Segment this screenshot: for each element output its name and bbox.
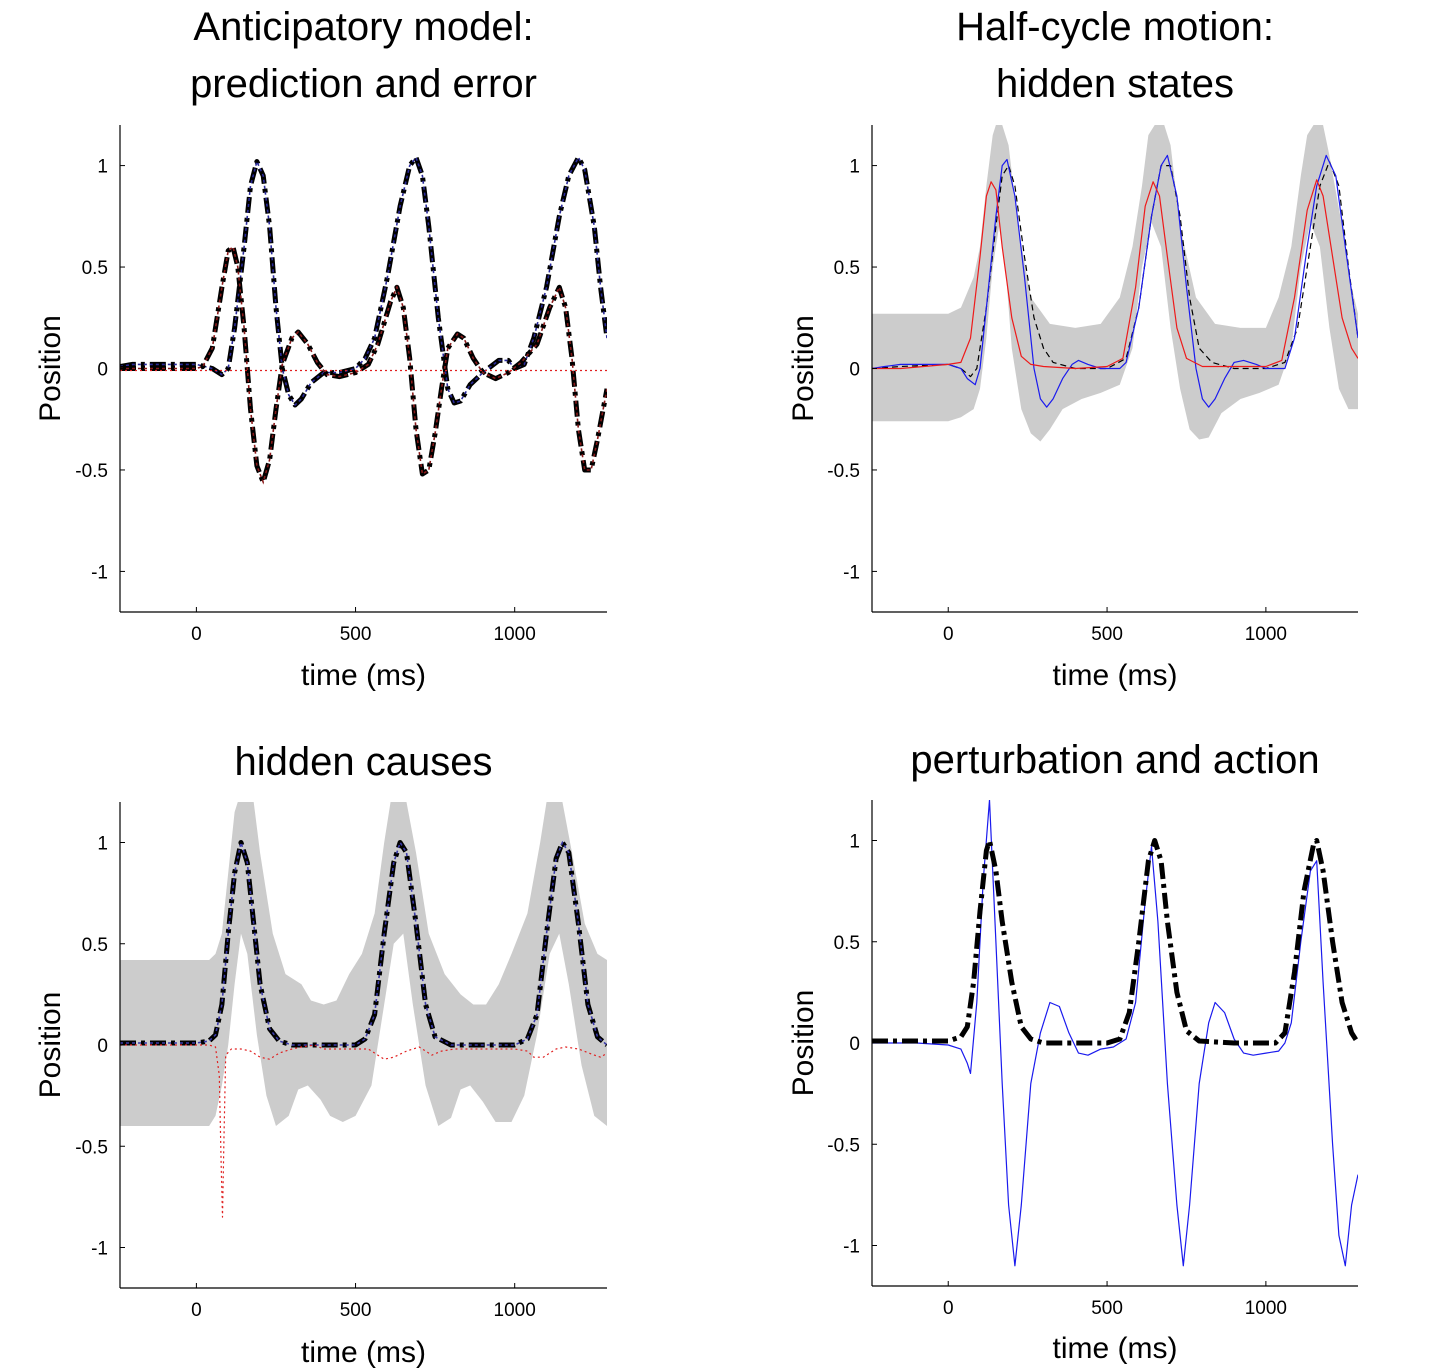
y-axis-label: Position xyxy=(787,990,820,1097)
chart-panel-3: hidden causes -1 -0.5 0 0.5 1 0 500 1000 time (ms… xyxy=(34,740,607,1369)
y-tick-label: 0 xyxy=(849,360,860,381)
y-axis-label: Position xyxy=(34,315,67,422)
y-axis-label: Position xyxy=(34,992,67,1099)
y-tick-label: -0.5 xyxy=(827,461,860,482)
x-tick-label: 0 xyxy=(943,1298,954,1319)
x-axis-label: time (ms) xyxy=(1053,659,1178,692)
y-tick-label: -0.5 xyxy=(75,461,108,482)
plot-area xyxy=(872,125,1358,442)
x-axis-label: time (ms) xyxy=(301,1336,426,1369)
plot-area xyxy=(120,802,607,1218)
y-tick-label: 1 xyxy=(97,834,108,855)
x-tick-label: 1000 xyxy=(494,624,536,645)
x-axis-label: time (ms) xyxy=(1053,1332,1178,1365)
y-tick-label: -0.5 xyxy=(75,1137,108,1158)
series-line-2 xyxy=(120,1044,607,1218)
x-tick-label: 500 xyxy=(1091,1298,1123,1319)
y-tick-label: 0.5 xyxy=(834,258,860,279)
y-tick-label: 1 xyxy=(849,157,860,178)
chart-panel-1: Anticipatory model: prediction and error -… xyxy=(34,5,607,692)
x-tick-label: 500 xyxy=(1091,624,1123,645)
confidence-band xyxy=(120,802,607,1126)
x-tick-label: 1000 xyxy=(1245,624,1287,645)
series-overlay-2 xyxy=(120,245,607,485)
series-line-2 xyxy=(120,244,607,485)
chart-title-line-1: perturbation and action xyxy=(910,738,1319,782)
y-tick-label: -1 xyxy=(91,1239,108,1260)
chart-title-line-2: prediction and error xyxy=(190,62,537,106)
chart-title-line-1: Half-cycle motion: xyxy=(956,5,1274,49)
y-tick-label: -1 xyxy=(91,562,108,583)
series-line-2 xyxy=(872,154,1358,408)
series-overlay-1 xyxy=(120,155,607,407)
y-tick-label: 0 xyxy=(97,360,108,381)
y-tick-label: 0.5 xyxy=(82,258,108,279)
y-tick-label: -1 xyxy=(843,562,860,583)
y-tick-label: 0.5 xyxy=(82,935,108,956)
x-tick-label: 500 xyxy=(340,624,372,645)
y-tick-label: 0 xyxy=(849,1034,860,1055)
y-tick-label: -0.5 xyxy=(827,1135,860,1156)
series-overlay-1 xyxy=(120,839,607,1046)
y-axis-label: Position xyxy=(787,315,820,422)
x-tick-label: 1000 xyxy=(494,1300,536,1321)
x-tick-label: 1000 xyxy=(1245,1298,1287,1319)
y-tick-label: 0.5 xyxy=(834,933,860,954)
series-line-3 xyxy=(872,179,1358,370)
chart-title-line-1: hidden causes xyxy=(235,740,493,784)
chart-panel-4: perturbation and action -1 -0.5 0 0.5 1 0 500 10… xyxy=(787,738,1358,1365)
x-tick-label: 0 xyxy=(191,624,202,645)
y-tick-label: -1 xyxy=(843,1237,860,1258)
chart-panel-2: Half-cycle motion: hidden states -1 -0.5 0 0.… xyxy=(787,5,1358,692)
plot-area xyxy=(120,155,607,485)
x-tick-label: 0 xyxy=(191,1300,202,1321)
chart-title-line-2: hidden states xyxy=(996,62,1234,106)
x-tick-label: 500 xyxy=(340,1300,372,1321)
chart-title-line-1: Anticipatory model: xyxy=(193,5,533,49)
x-axis-label: time (ms) xyxy=(301,659,426,692)
x-tick-label: 0 xyxy=(943,624,954,645)
series-line-2 xyxy=(872,838,1358,1046)
y-tick-label: 0 xyxy=(97,1036,108,1057)
y-tick-label: 1 xyxy=(97,157,108,178)
confidence-band xyxy=(872,125,1358,442)
y-tick-label: 1 xyxy=(849,832,860,853)
plot-area xyxy=(872,800,1358,1267)
